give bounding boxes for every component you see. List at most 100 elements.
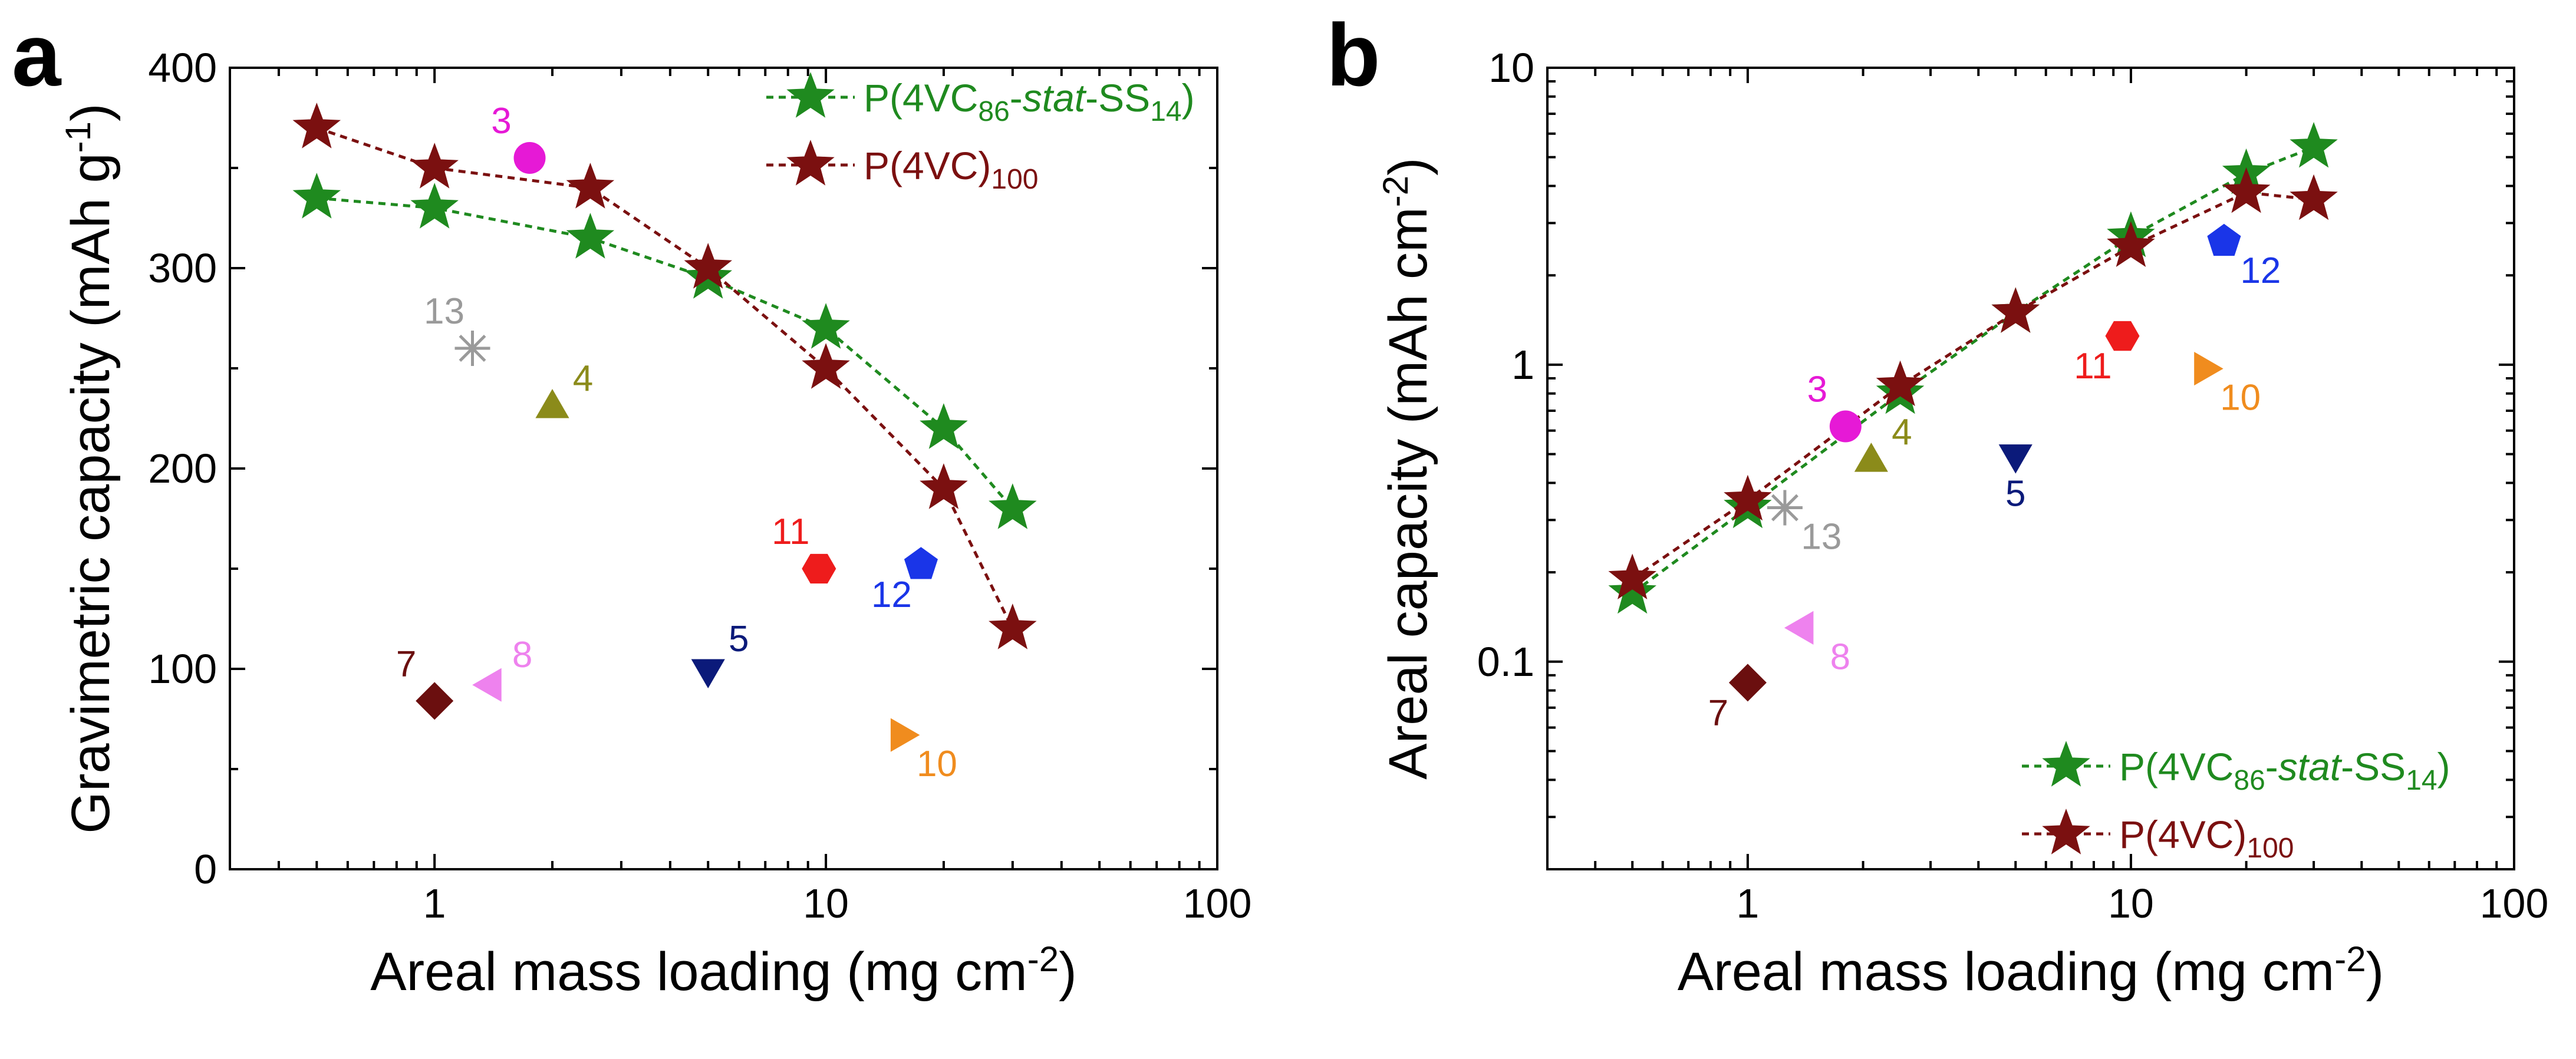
series-point <box>566 163 615 209</box>
ref-label: 4 <box>573 358 593 399</box>
series-point <box>802 343 850 389</box>
ref-marker <box>513 142 546 174</box>
legend-label-part: 100 <box>991 164 1038 195</box>
ref-label: 4 <box>1892 412 1912 453</box>
legend-label-part: stat <box>2278 745 2343 789</box>
ref-marker <box>535 389 569 418</box>
x-axis-title-part: Areal mass loading (mg cm <box>1678 942 2335 1002</box>
legend-label-part: - <box>1010 76 1023 120</box>
ref-marker <box>416 682 454 720</box>
series-0 <box>1608 121 2338 614</box>
series-point <box>2107 221 2155 268</box>
y-tick-label: 10 <box>1488 45 1534 91</box>
ref-marker <box>2105 321 2140 351</box>
ref-point-13: 13 <box>1767 490 1842 557</box>
legend-label: P(4VC86-stat-SS14) <box>2119 745 2450 796</box>
series-point <box>1876 360 1925 407</box>
ref-point-7: 7 <box>1708 664 1767 733</box>
panel-label: a <box>12 5 62 104</box>
legend-label-part: 14 <box>1150 96 1181 127</box>
y-axis-title-part: Gravimetric capacity (mAh g <box>61 153 121 833</box>
x-tick-label: 100 <box>2480 880 2549 926</box>
series-0 <box>292 173 1037 529</box>
ref-marker-stroke <box>459 335 486 362</box>
ref-marker <box>1854 443 1888 472</box>
ref-point-4: 4 <box>1854 412 1912 472</box>
ref-marker <box>691 659 725 688</box>
y-axis-title-part: ) <box>1378 157 1438 176</box>
ref-point-7: 7 <box>396 644 454 720</box>
y-tick-label: 300 <box>148 245 217 291</box>
series-point <box>410 183 459 229</box>
series-point <box>920 463 968 509</box>
ref-point-3: 3 <box>1807 370 1862 443</box>
ref-label: 11 <box>772 512 809 552</box>
ref-label: 13 <box>1801 517 1842 557</box>
series-point <box>684 243 733 289</box>
series-point <box>2222 167 2271 213</box>
series-point <box>2290 121 2338 168</box>
plot-frame <box>1546 67 2515 870</box>
ref-marker <box>1829 410 1862 443</box>
legend-entry: P(4VC86-stat-SS14) <box>766 72 1195 127</box>
x-axis-title: Areal mass loading (mg cm-2) <box>1678 939 2384 1002</box>
legend-label-part: P(4VC <box>864 76 978 120</box>
legend-entry: P(4VC86-stat-SS14) <box>2022 741 2450 796</box>
legend-label-part: - <box>2265 745 2278 789</box>
series-point <box>920 403 968 449</box>
ref-point-10: 10 <box>890 718 957 784</box>
ref-point-5: 5 <box>691 619 749 688</box>
legend-marker <box>786 140 835 186</box>
x-tick-label: 10 <box>803 880 849 926</box>
ref-marker <box>1784 611 1814 645</box>
series-line <box>317 196 1014 510</box>
panel-label: b <box>1326 5 1381 104</box>
legend-label-part: 100 <box>2246 833 2294 864</box>
ref-point-3: 3 <box>491 101 546 174</box>
series-point <box>292 103 341 149</box>
legend-label-part: 14 <box>2406 765 2437 796</box>
y-axis-title-part: -1 <box>58 121 98 153</box>
series-1 <box>1608 167 2338 600</box>
ref-marker <box>2194 352 2223 386</box>
legend-label: P(4VC)100 <box>2119 813 2294 864</box>
series-point <box>410 143 459 189</box>
x-tick-label: 100 <box>1183 880 1252 926</box>
x-tick-label: 1 <box>423 880 446 926</box>
legend-label-part: -SS <box>1085 76 1150 120</box>
y-axis-title-part: Areal capacity (mAh cm <box>1378 207 1438 779</box>
x-axis-title-part: ) <box>2366 942 2384 1002</box>
x-axis-title-part: ) <box>1059 942 1077 1002</box>
ref-point-8: 8 <box>1784 611 1850 677</box>
ref-label: 3 <box>1807 370 1827 410</box>
series-point <box>1608 553 1657 600</box>
series-point <box>1991 287 2040 333</box>
ref-label: 10 <box>917 744 957 784</box>
ref-point-8: 8 <box>472 635 532 702</box>
chart-panel-a: a 1 10 100 0 100 200 300 400 Areal mass loading (… <box>12 5 1251 1002</box>
series-point <box>566 213 615 259</box>
plot-frame <box>229 67 1218 870</box>
ref-point-11: 11 <box>2074 321 2140 387</box>
legend-label-part: 86 <box>2234 765 2265 796</box>
ref-marker <box>802 553 836 584</box>
ref-marker <box>1767 490 1803 526</box>
legend-entry: P(4VC)100 <box>2022 809 2294 864</box>
series-point <box>1608 568 1657 614</box>
ref-label: 3 <box>491 101 511 141</box>
ref-label: 8 <box>1830 636 1850 677</box>
ref-marker-stroke <box>1771 494 1798 522</box>
series-point <box>1724 474 1772 521</box>
series-point <box>802 303 850 349</box>
x-axis-title-part: -2 <box>2334 939 2366 979</box>
legend-label: P(4VC86-stat-SS14) <box>864 76 1195 127</box>
ref-point-5: 5 <box>1998 444 2033 514</box>
y-tick-label: 0.1 <box>1477 639 1534 685</box>
ref-point-13: 13 <box>424 291 490 366</box>
ref-label: 8 <box>512 635 532 675</box>
ref-marker <box>2207 223 2241 256</box>
y-axis-title-part: ) <box>61 103 121 121</box>
ref-point-12: 12 <box>2207 223 2281 291</box>
